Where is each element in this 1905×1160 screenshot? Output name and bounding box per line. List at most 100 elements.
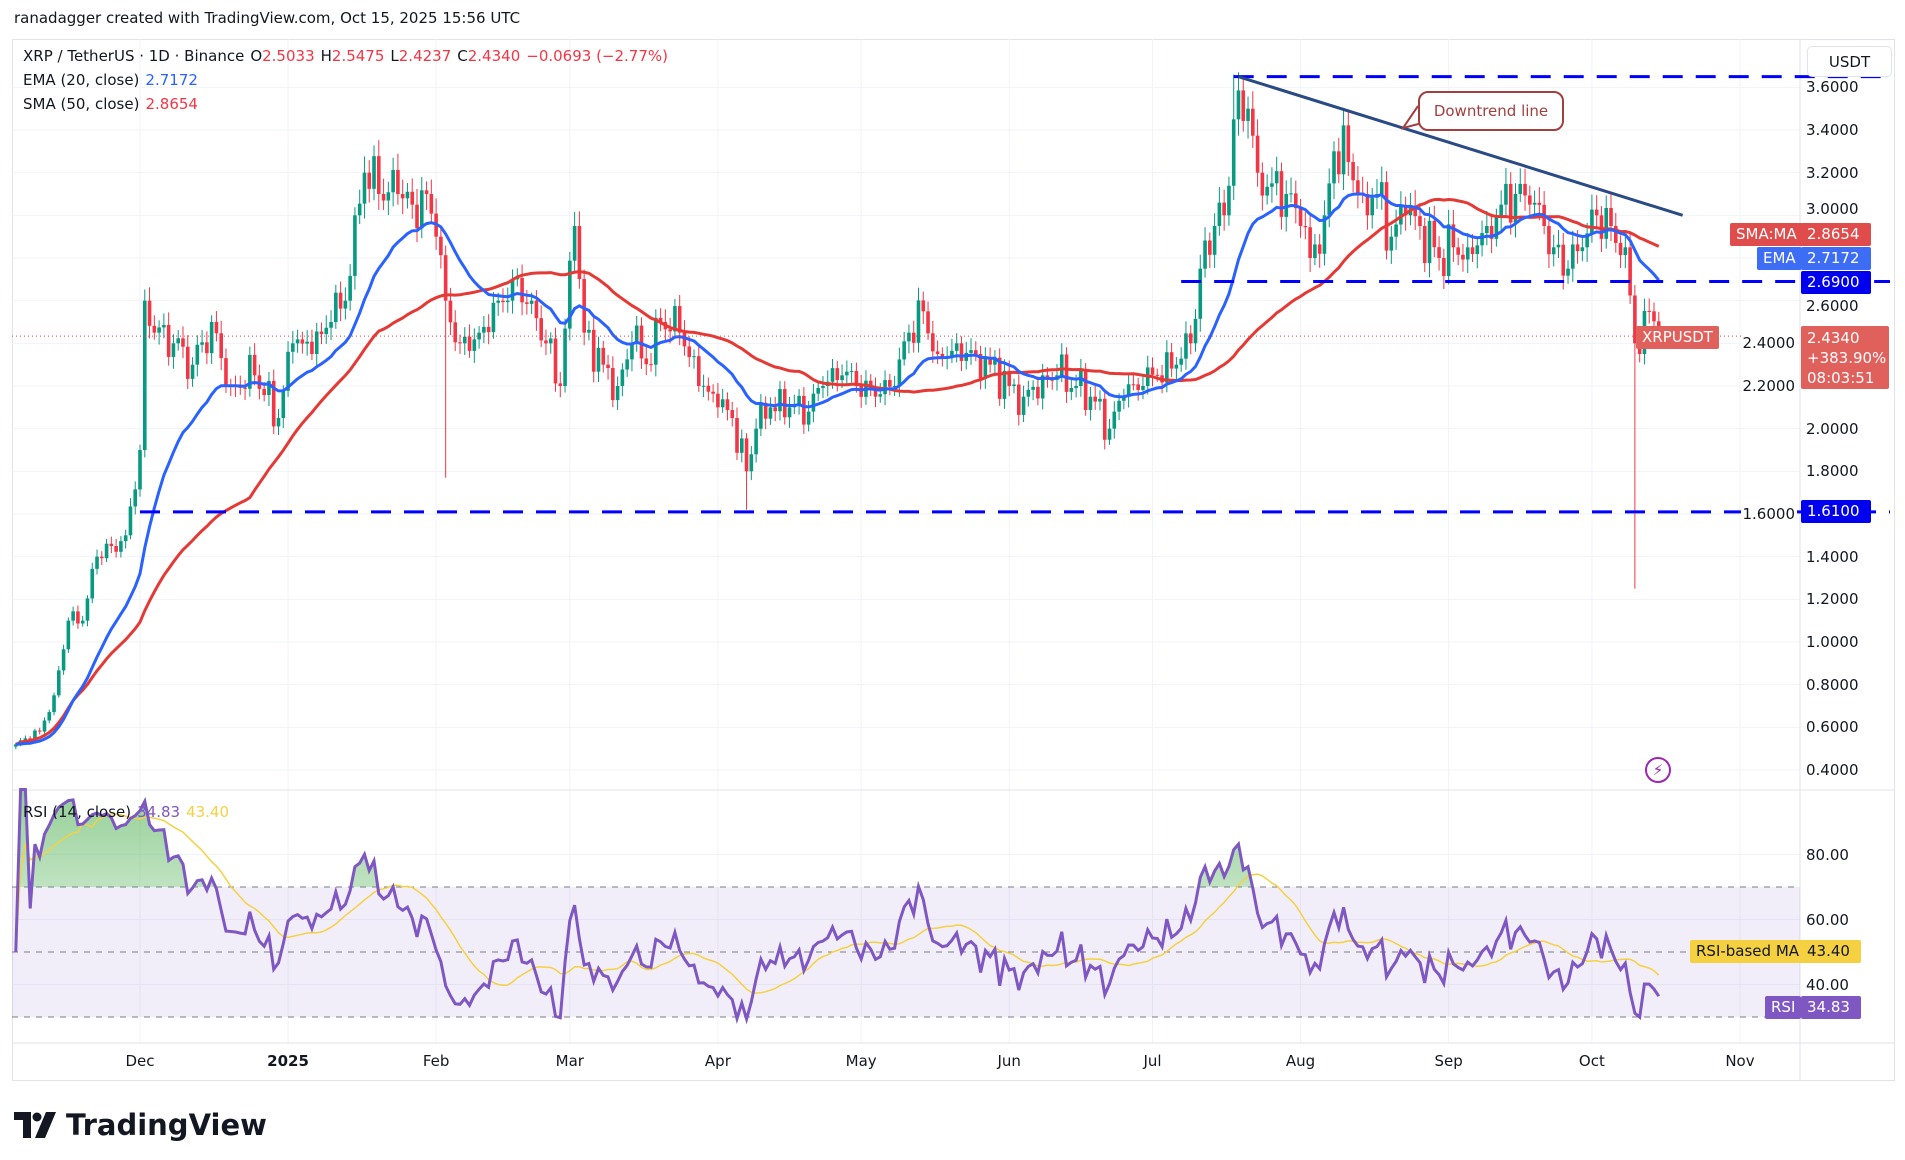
candle-up bbox=[1274, 171, 1279, 184]
rsi-legend[interactable]: RSI (14, close) 34.83 43.40 bbox=[23, 803, 235, 821]
price-tick: 0.8000 bbox=[1806, 675, 1859, 694]
candle-down bbox=[319, 331, 324, 335]
rsi-ma-value: 43.40 bbox=[186, 803, 230, 821]
candle-up bbox=[845, 371, 849, 376]
candle-up bbox=[329, 321, 333, 328]
candle-up bbox=[1040, 375, 1045, 399]
candle-down bbox=[911, 332, 916, 343]
candle-down bbox=[1451, 224, 1456, 248]
candle-down bbox=[591, 329, 596, 372]
price-tick: 3.4000 bbox=[1806, 121, 1859, 139]
candle-up bbox=[1604, 207, 1609, 239]
candle-down bbox=[1093, 396, 1097, 402]
candle-up bbox=[950, 350, 954, 357]
candle-down bbox=[243, 387, 247, 389]
candle-down bbox=[214, 321, 219, 334]
candle-up bbox=[1193, 318, 1198, 344]
candle-down bbox=[1016, 384, 1021, 415]
price-tick: 3.2000 bbox=[1806, 163, 1859, 182]
candle-down bbox=[1613, 225, 1618, 243]
candle-up bbox=[52, 695, 56, 713]
candle-down bbox=[1633, 295, 1637, 344]
candle-up bbox=[821, 385, 825, 388]
rsi-ma-tag-value: 43.40 bbox=[1801, 940, 1861, 963]
candle-up bbox=[892, 385, 897, 387]
time-tick: Feb bbox=[422, 1052, 450, 1070]
price-tag: 2.4340 +383.90% 08:03:51 bbox=[1801, 326, 1889, 389]
candle-up bbox=[491, 302, 496, 333]
candle-down bbox=[1131, 384, 1136, 386]
candle-down bbox=[1169, 352, 1174, 369]
ohlc-low: L2.4237 bbox=[390, 47, 451, 65]
candle-up bbox=[1513, 193, 1518, 223]
time-tick: Jul bbox=[1143, 1052, 1162, 1070]
candle-down bbox=[1652, 311, 1656, 322]
candle-up bbox=[830, 368, 835, 382]
downtrend-annotation[interactable]: Downtrend line bbox=[1418, 91, 1564, 131]
candle-down bbox=[396, 169, 400, 194]
candle-down bbox=[338, 292, 343, 309]
candle-up bbox=[386, 192, 391, 201]
candle-up bbox=[496, 300, 500, 303]
candle-up bbox=[563, 328, 567, 386]
candle-down bbox=[1303, 225, 1308, 228]
candle-down bbox=[1317, 244, 1322, 254]
candle-up bbox=[195, 344, 200, 365]
candle-down bbox=[443, 255, 448, 301]
lightning-icon[interactable]: ⚡ bbox=[1645, 757, 1671, 783]
candle-down bbox=[377, 156, 381, 194]
candle-up bbox=[281, 390, 286, 418]
candle-down bbox=[1150, 367, 1155, 375]
candle-down bbox=[1547, 225, 1551, 255]
candle-up bbox=[1313, 244, 1317, 258]
candle-up bbox=[1026, 389, 1031, 397]
low-value: 2.4237 bbox=[398, 47, 452, 65]
candle-down bbox=[1599, 215, 1604, 239]
candle-up bbox=[907, 332, 911, 342]
candle-up bbox=[1074, 385, 1078, 389]
candle-up bbox=[85, 598, 90, 621]
candle-up bbox=[1021, 396, 1026, 415]
candle-up bbox=[90, 568, 95, 599]
candle-down bbox=[1351, 161, 1355, 181]
candle-up bbox=[587, 329, 591, 333]
currency-button[interactable]: USDT bbox=[1807, 46, 1892, 77]
candle-down bbox=[1036, 386, 1040, 399]
candle-down bbox=[644, 358, 649, 365]
candle-up bbox=[200, 342, 204, 345]
candle-up bbox=[1126, 384, 1131, 397]
candle-up bbox=[1580, 247, 1585, 252]
candle-up bbox=[80, 620, 85, 624]
candle-down bbox=[520, 277, 524, 303]
candle-up bbox=[797, 395, 801, 405]
candle-up bbox=[1394, 224, 1398, 237]
candle-down bbox=[773, 407, 778, 412]
candle-down bbox=[1442, 257, 1446, 277]
tradingview-logo: TradingView bbox=[14, 1108, 267, 1142]
candle-up bbox=[171, 343, 176, 357]
candle-down bbox=[1508, 183, 1513, 223]
candle-down bbox=[1537, 202, 1542, 205]
candle-up bbox=[314, 331, 319, 354]
candle-up bbox=[596, 347, 601, 372]
candle-up bbox=[23, 738, 28, 741]
candle-down bbox=[1136, 384, 1140, 390]
price-tick: 0.6000 bbox=[1806, 718, 1859, 737]
sma-legend[interactable]: SMA (50, close) 2.8654 bbox=[23, 95, 204, 113]
candle-up bbox=[754, 428, 758, 455]
candle-up bbox=[759, 402, 763, 429]
candle-down bbox=[668, 329, 672, 332]
ema-legend[interactable]: EMA (20, close) 2.7172 bbox=[23, 71, 204, 89]
candle-down bbox=[606, 364, 610, 369]
candle-down bbox=[649, 364, 653, 366]
candle-down bbox=[1403, 205, 1408, 216]
candle-up bbox=[1165, 352, 1169, 383]
candle-down bbox=[166, 324, 171, 357]
price-tick: 1.6000 bbox=[1740, 504, 1797, 523]
candle-down bbox=[152, 325, 157, 333]
candle-down bbox=[37, 730, 42, 732]
price-tick: 1.2000 bbox=[1806, 590, 1859, 609]
candle-down bbox=[1279, 171, 1284, 217]
chart-attribution: ranadagger created with TradingView.com,… bbox=[14, 9, 521, 27]
